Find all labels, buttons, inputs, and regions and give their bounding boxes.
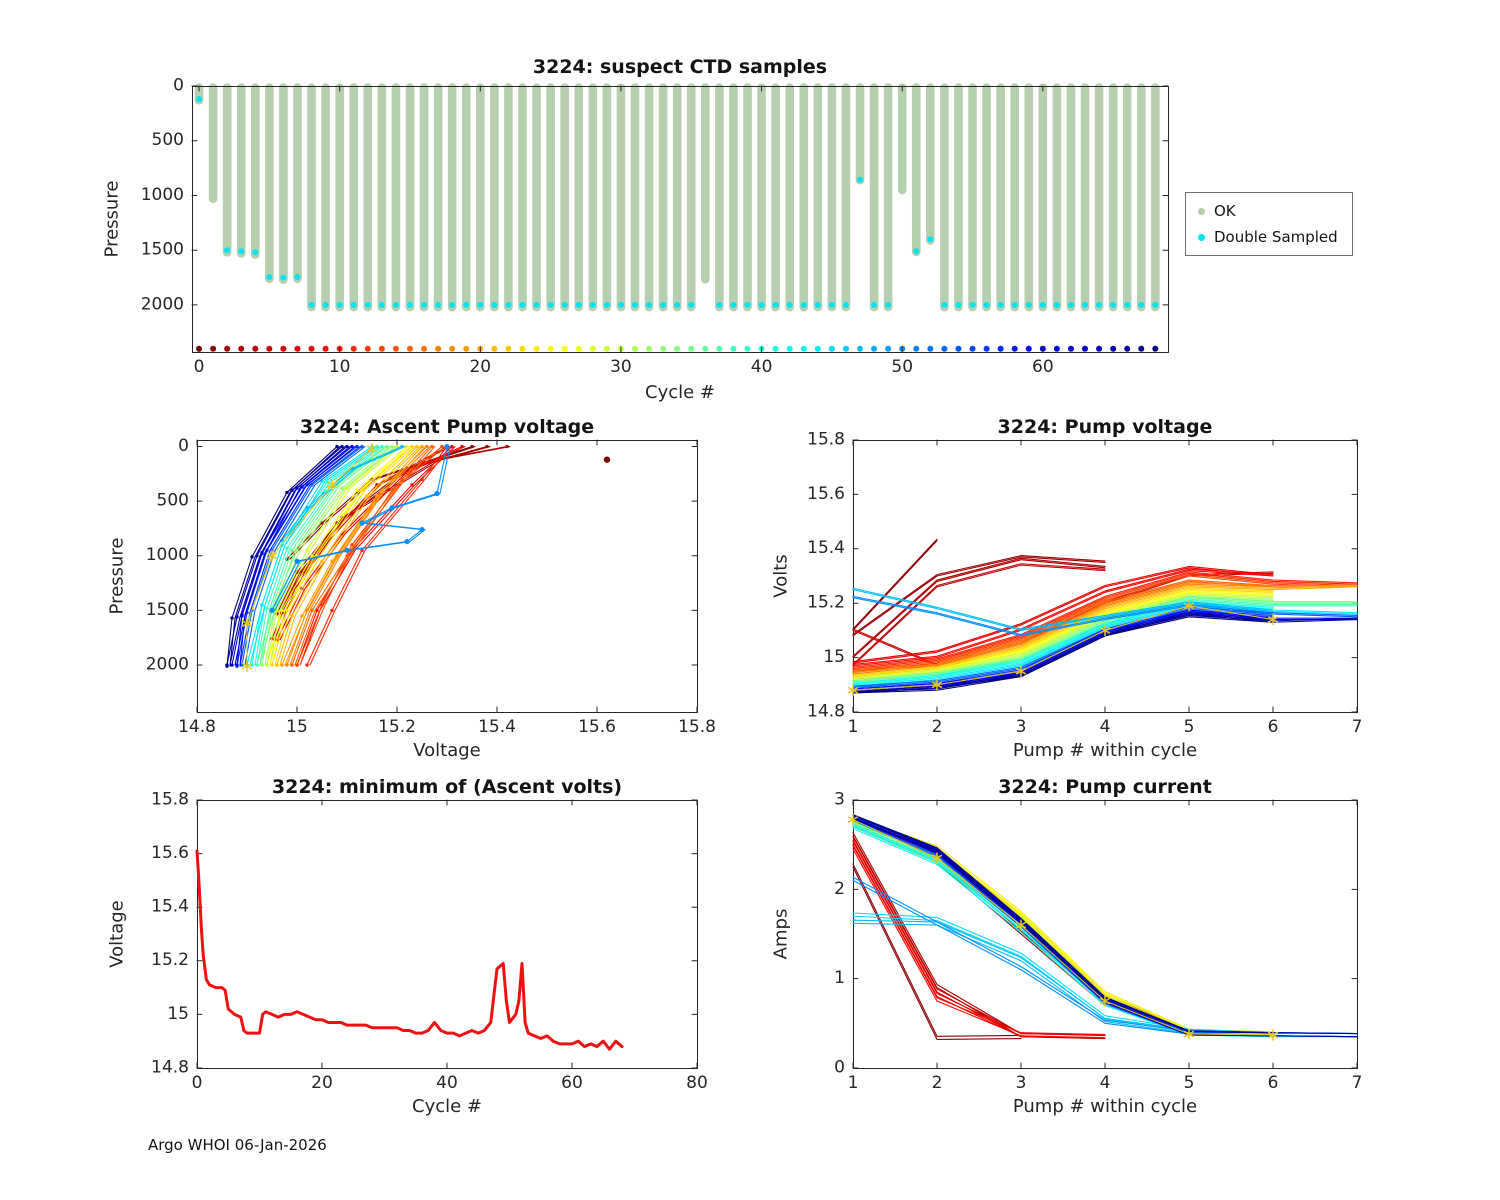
- y-axis-label-volts: Volts: [770, 554, 792, 598]
- y-axis-label-pressure-top: Pressure: [101, 180, 123, 258]
- chart-title-ascent-pump-voltage: 3224: Ascent Pump voltage: [299, 416, 595, 438]
- y-axis-label-pressure-mid: Pressure: [106, 537, 128, 615]
- ok-marker-icon: [1198, 207, 1205, 215]
- chart-title-pump-current: 3224: Pump current: [998, 776, 1212, 798]
- x-axis-label-cycle-bottom: Cycle #: [412, 1096, 482, 1117]
- chart-title-suspect-ctd: 3224: suspect CTD samples: [532, 56, 828, 78]
- legend: OK Double Sampled: [1185, 192, 1353, 256]
- double-sampled-marker-icon: [1198, 233, 1205, 241]
- legend-item-double-sampled: Double Sampled: [1198, 228, 1338, 246]
- legend-item-ok: OK: [1198, 202, 1338, 220]
- x-axis-label-pump-num-volts: Pump # within cycle: [1012, 740, 1198, 761]
- x-axis-label-voltage: Voltage: [413, 740, 481, 761]
- legend-label-double-sampled: Double Sampled: [1214, 228, 1338, 246]
- legend-label-ok: OK: [1214, 202, 1236, 220]
- x-axis-label-pump-num-amps: Pump # within cycle: [1012, 1096, 1198, 1117]
- x-axis-label-cycle-top: Cycle #: [645, 382, 715, 403]
- footer-stamp: Argo WHOI 06-Jan-2026: [148, 1136, 327, 1154]
- y-axis-label-amps: Amps: [770, 908, 792, 960]
- chart-title-pump-voltage: 3224: Pump voltage: [997, 416, 1213, 438]
- y-axis-label-voltage: Voltage: [106, 900, 128, 968]
- chart-title-min-ascent-volts: 3224: minimum of (Ascent volts): [271, 776, 623, 798]
